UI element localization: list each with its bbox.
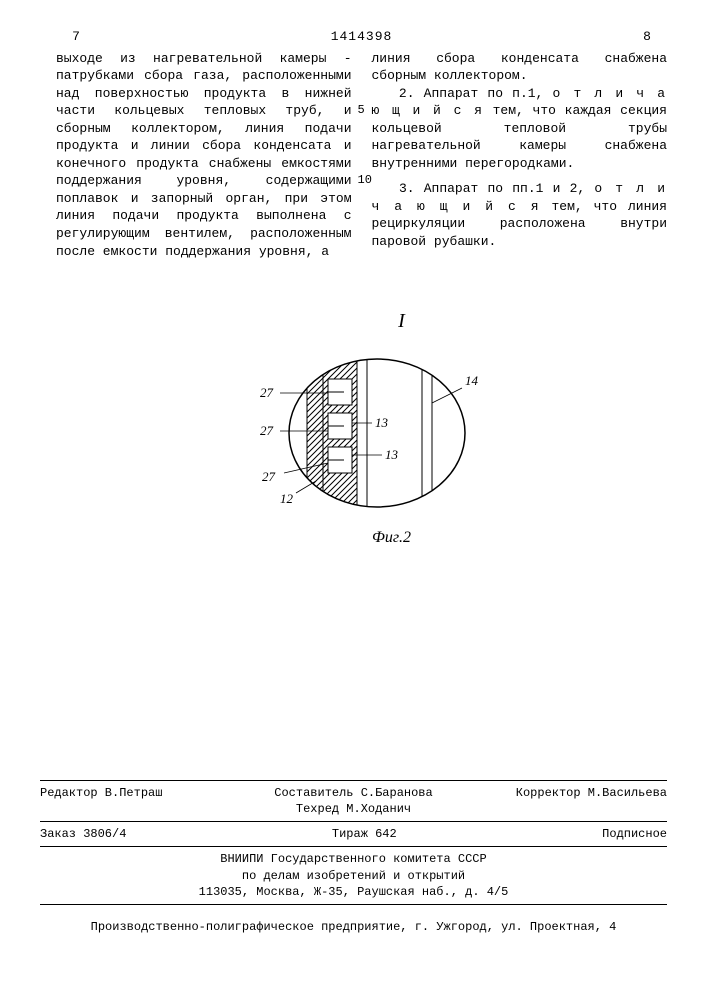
label-13b: 13 <box>385 447 399 462</box>
colophon-row-2: Заказ 3806/4 Тираж 642 Подписное <box>40 822 667 847</box>
compiler: Составитель С.Баранова <box>249 785 458 801</box>
page-number-left: 7 <box>56 28 96 46</box>
org-line-1: ВНИИПИ Государственного комитета СССР <box>40 851 667 867</box>
right-para-2: 2. Аппарат по п.1, о т л и ч а ю щ и й с… <box>372 85 668 173</box>
colophon-org: ВНИИПИ Государственного комитета СССР по… <box>40 847 667 905</box>
margin-number-10: 10 <box>358 172 372 188</box>
colophon-row-1: Редактор В.Петраш Составитель С.Баранова… <box>40 780 667 822</box>
right-column: 5 10 линия сбора конденсата снабжена сбо… <box>372 50 668 261</box>
editor: Редактор В.Петраш <box>40 785 249 817</box>
right-para-3: 3. Аппарат по пп.1 и 2, о т л и ч а ю щ … <box>372 180 668 250</box>
margin-number-5: 5 <box>358 102 365 118</box>
label-27c: 27 <box>262 469 276 484</box>
techred: Техред М.Ходанич <box>249 801 458 817</box>
figure-svg: 27 27 27 12 13 13 14 <box>232 343 492 523</box>
podpisnoe: Подписное <box>602 826 667 842</box>
right-para-1: линия сбора конденсата снабжена сборным … <box>372 50 668 85</box>
label-27b: 27 <box>260 423 274 438</box>
figure-area: I <box>56 308 667 549</box>
header-row: 7 1414398 8 <box>56 28 667 46</box>
figure-caption: Фиг.2 <box>56 527 667 549</box>
org-line-2: по делам изобретений и открытий <box>40 868 667 884</box>
label-13a: 13 <box>375 415 389 430</box>
label-12: 12 <box>280 491 294 506</box>
compiler-techred: Составитель С.Баранова Техред М.Ходанич <box>249 785 458 817</box>
tirazh: Тираж 642 <box>332 826 397 842</box>
colophon: Редактор В.Петраш Составитель С.Баранова… <box>40 780 667 905</box>
label-27a: 27 <box>260 385 274 400</box>
label-14: 14 <box>465 373 479 388</box>
page-container: 7 1414398 8 выходе из нагревательной кам… <box>0 0 707 549</box>
footer-line: Производственно-полиграфическое предприя… <box>40 915 667 935</box>
left-column: выходе из нагревательной камеры - патруб… <box>56 50 352 261</box>
para3-lead: 3. Аппарат по пп.1 и 2, <box>399 181 594 196</box>
figure-top-label: I <box>56 308 667 335</box>
corrector: Корректор М.Васильева <box>458 785 667 817</box>
page-number-right: 8 <box>627 28 667 46</box>
left-column-text: выходе из нагревательной камеры - патруб… <box>56 50 352 261</box>
document-number: 1414398 <box>96 28 627 46</box>
org-addr: 113035, Москва, Ж-35, Раушская наб., д. … <box>40 884 667 900</box>
text-columns: выходе из нагревательной камеры - патруб… <box>56 50 667 261</box>
order: Заказ 3806/4 <box>40 826 126 842</box>
para2-lead: 2. Аппарат по п.1, <box>399 86 553 101</box>
